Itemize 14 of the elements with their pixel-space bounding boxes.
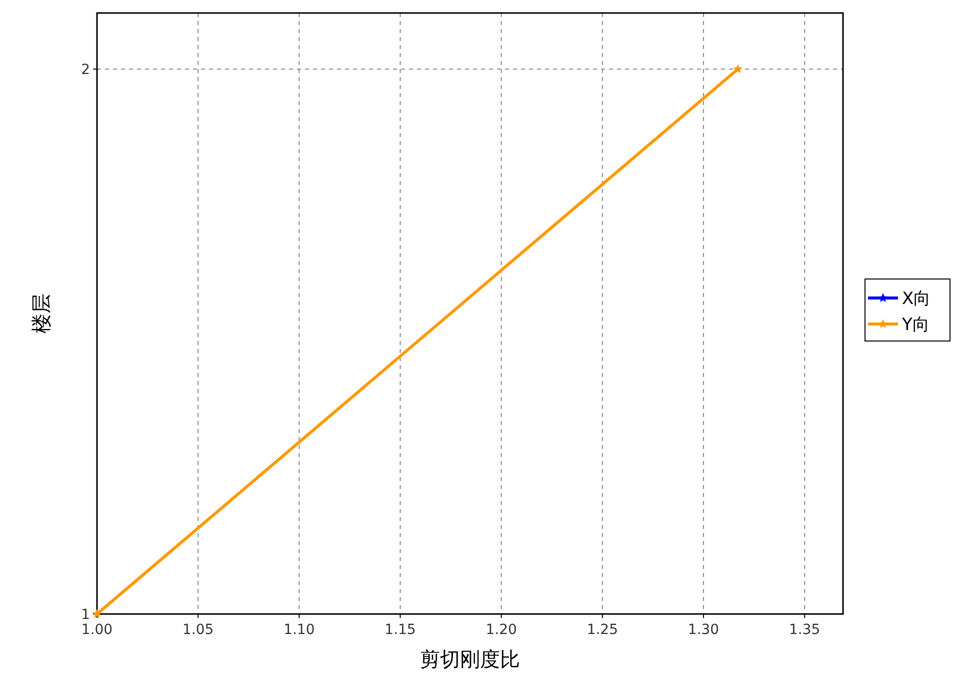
x-tick-label: 1.15 <box>384 622 416 638</box>
legend-label: Y向 <box>901 315 930 335</box>
x-tick-label: 1.10 <box>284 622 315 638</box>
y-axis-title: 楼层 <box>29 294 53 334</box>
y-tick-label: 1 <box>81 607 90 623</box>
x-tick-label: 1.35 <box>789 622 820 638</box>
x-tick-label: 1.25 <box>586 622 618 638</box>
x-tick-label: 1.30 <box>688 622 720 638</box>
x-tick-label: 1.20 <box>486 622 517 638</box>
x-tick-label: 1.00 <box>81 622 113 638</box>
legend-label: X向 <box>902 289 931 309</box>
y-tick-label: 2 <box>81 62 90 78</box>
x-axis-title: 剪切刚度比 <box>420 647 520 671</box>
x-tick-label: 1.05 <box>182 622 214 638</box>
